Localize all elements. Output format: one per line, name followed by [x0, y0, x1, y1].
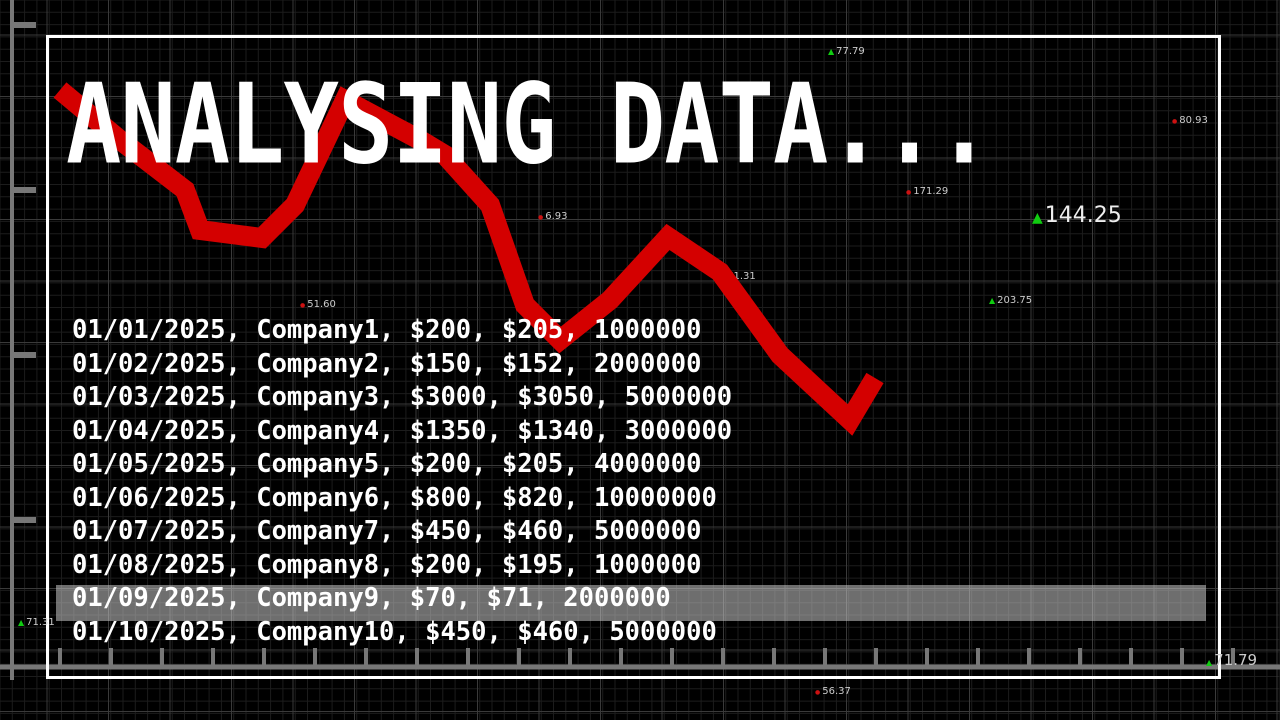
up-arrow-icon: ▲ [1206, 658, 1213, 667]
red-trend-line [53, 82, 884, 436]
data-row: 01/02/2025, Company2, $150, $152, 200000… [72, 348, 702, 379]
data-row: 01/08/2025, Company8, $200, $195, 100000… [72, 549, 702, 580]
ticker-label: ▲ 77.79 [828, 46, 865, 57]
ticker-label: ● 171.29 [906, 186, 949, 197]
ticker-label: ● 80.93 [1172, 115, 1208, 126]
data-row: 01/07/2025, Company7, $450, $460, 500000… [72, 516, 702, 546]
data-row: 01/04/2025, Company4, $1350, $1340, 3000… [72, 415, 733, 446]
page-title: ANALYSING DATA... [66, 60, 992, 189]
data-row: 01/06/2025, Company6, $800, $820, 100000… [72, 482, 717, 513]
down-marker-icon: ● [300, 302, 306, 309]
highlighted-row-bar [56, 585, 1206, 621]
data-rows: 01/01/2025, Company1, $200, $205, 100000… [72, 314, 732, 649]
display-frame [46, 35, 1221, 679]
up-arrow-icon: ▲ [1032, 210, 1043, 226]
down-marker-icon: ● [1172, 118, 1178, 125]
up-arrow-icon: ▲ [989, 296, 996, 305]
down-marker-icon: ● [906, 189, 912, 196]
ticker-label-large: ▲144.25 [1032, 203, 1122, 228]
up-arrow-icon: ▲ [828, 47, 835, 56]
up-arrow-icon: ▲ [18, 618, 25, 627]
data-row: 01/10/2025, Company10, $450, $460, 50000… [72, 616, 717, 647]
ticker-label: ● 51.60 [300, 299, 336, 310]
ticker-label: ▲ 71.79 [1206, 651, 1258, 669]
down-marker-icon: ● [538, 214, 544, 221]
ticker-label: ▲ 203.75 [989, 295, 1033, 306]
ticker-label: ● 6.93 [538, 211, 568, 222]
data-row: 01/01/2025, Company1, $200, $205, 100000… [72, 315, 702, 345]
data-row: 01/05/2025, Company5, $200, $205, 400000… [72, 449, 702, 479]
data-row-highlighted: 01/09/2025, Company9, $70, $71, 2000000 [72, 583, 671, 613]
ticker-label: ● 56.37 [815, 686, 851, 697]
ticker-label: ▲ 71.31 [18, 617, 55, 628]
down-marker-icon: ● [815, 689, 821, 696]
data-row: 01/03/2025, Company3, $3000, $3050, 5000… [72, 382, 733, 412]
